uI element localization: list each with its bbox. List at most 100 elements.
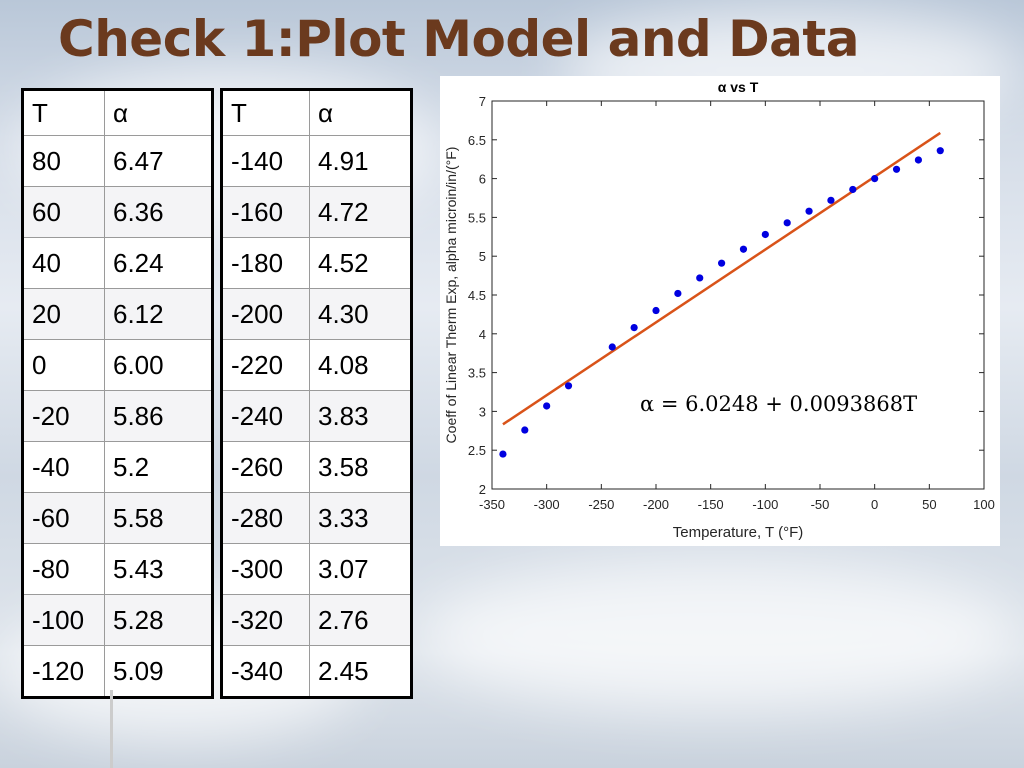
cell-temperature: -240 — [221, 390, 310, 442]
data-point — [564, 382, 573, 390]
y-tick-label: 4 — [479, 327, 486, 342]
cell-temperature: -200 — [221, 288, 310, 340]
data-point — [696, 274, 704, 282]
cell-alpha: 4.30 — [309, 288, 412, 340]
table-row: -80 5.43 — [22, 543, 213, 595]
table-header-row: T α — [22, 89, 213, 136]
data-point — [608, 343, 616, 351]
data-point — [521, 426, 529, 434]
chart-panel: -350 -300 -250 -200 -150 -100 -50 0 50 100 2 2.5 3 3.… — [440, 76, 1000, 546]
table-row: -40 5.2 — [22, 441, 213, 493]
x-tick-label: -300 — [534, 497, 560, 512]
cell-alpha: 5.2 — [104, 441, 213, 493]
table-row: -160 4.72 — [221, 186, 412, 238]
decorative-bar — [110, 690, 113, 768]
cell-temperature: 80 — [22, 135, 105, 187]
scatter-chart: -350 -300 -250 -200 -150 -100 -50 0 50 100 2 2.5 3 3.… — [443, 79, 995, 541]
y-axis-label: Coeff of Linear Therm Exp, alpha microin… — [443, 147, 459, 444]
cell-alpha: 5.58 — [104, 492, 213, 544]
table-row: -340 2.45 — [221, 645, 412, 698]
cell-alpha: 5.86 — [104, 390, 213, 442]
x-tick-label: -250 — [588, 497, 614, 512]
cell-temperature: -340 — [221, 645, 310, 698]
data-point — [499, 450, 507, 458]
table-row: 80 6.47 — [22, 135, 213, 187]
y-tick-label: 3 — [479, 404, 486, 419]
cell-alpha: 3.07 — [309, 543, 412, 595]
table-row: -20 5.86 — [22, 390, 213, 442]
cell-temperature: -220 — [221, 339, 310, 391]
table-row: 40 6.24 — [22, 237, 213, 289]
plot-frame — [491, 100, 985, 490]
y-tick-label: 7 — [479, 94, 486, 109]
cell-temperature: -20 — [22, 390, 105, 442]
data-point — [543, 402, 551, 410]
data-point — [674, 289, 682, 298]
column-header-t: T — [221, 89, 310, 136]
cell-temperature: -140 — [221, 135, 310, 187]
x-axis-label: Temperature, T (°F) — [673, 524, 803, 541]
cell-alpha: 3.33 — [309, 492, 412, 544]
table-header-row: T α — [221, 89, 412, 136]
x-tick-label: 100 — [973, 497, 995, 512]
chart-title: α vs T — [718, 79, 759, 95]
y-tick-label: 6 — [479, 172, 486, 187]
cell-temperature: -80 — [22, 543, 105, 595]
y-tick-label: 3.5 — [468, 366, 486, 381]
table-row: -280 3.33 — [221, 492, 412, 544]
background-cloud — [420, 560, 1020, 710]
cell-alpha: 4.91 — [309, 135, 412, 187]
cell-alpha: 6.36 — [104, 186, 213, 238]
x-tick-label: 50 — [922, 497, 936, 512]
cell-alpha: 3.58 — [309, 441, 412, 493]
data-point — [739, 245, 748, 253]
cell-temperature: -320 — [221, 594, 310, 646]
cell-temperature: -300 — [221, 543, 310, 595]
cell-alpha: 4.52 — [309, 237, 412, 289]
data-point — [630, 323, 638, 332]
data-table-left: T α 80 6.47 60 6.36 40 6.24 20 6.12 0 6.00 -20 5.86… — [21, 88, 214, 699]
column-header-alpha: α — [309, 89, 412, 136]
cell-temperature: 60 — [22, 186, 105, 238]
cell-temperature: -120 — [22, 645, 105, 698]
cell-alpha: 3.83 — [309, 390, 412, 442]
x-tick-label: 0 — [871, 497, 878, 512]
data-point — [652, 306, 660, 315]
cell-temperature: -180 — [221, 237, 310, 289]
data-point — [827, 196, 835, 204]
cell-alpha: 5.43 — [104, 543, 213, 595]
cell-temperature: 0 — [22, 339, 105, 391]
data-point — [936, 147, 944, 155]
cell-alpha: 5.28 — [104, 594, 213, 646]
cell-temperature: 40 — [22, 237, 105, 289]
cell-alpha: 2.45 — [309, 645, 412, 698]
data-point — [718, 259, 726, 267]
table-row: -100 5.28 — [22, 594, 213, 646]
data-point — [914, 156, 922, 164]
table-row: 20 6.12 — [22, 288, 213, 340]
table-row: -140 4.91 — [221, 135, 412, 187]
cell-alpha: 6.24 — [104, 237, 213, 289]
data-point — [849, 185, 857, 194]
y-tick-label: 4.5 — [468, 288, 486, 303]
cell-temperature: -280 — [221, 492, 310, 544]
y-tick-label: 6.5 — [468, 133, 486, 148]
table-row: -120 5.09 — [22, 645, 213, 698]
table-row: -220 4.08 — [221, 339, 412, 391]
fit-line — [502, 131, 941, 426]
table-row: -260 3.58 — [221, 441, 412, 493]
data-point — [783, 219, 791, 227]
cell-alpha: 5.09 — [104, 645, 213, 698]
regression-equation: α = 6.0248 + 0.0093868T — [640, 392, 918, 416]
y-tick-label: 5.5 — [468, 210, 486, 225]
cell-alpha: 4.08 — [309, 339, 412, 391]
data-point — [805, 207, 813, 215]
table-row: -60 5.58 — [22, 492, 213, 544]
table-row: -200 4.30 — [221, 288, 412, 340]
x-tick-label: -200 — [643, 497, 669, 512]
table-row: 0 6.00 — [22, 339, 213, 391]
y-tick-label: 2.5 — [468, 443, 486, 458]
cell-alpha: 6.00 — [104, 339, 213, 391]
x-tick-label: -100 — [752, 497, 778, 512]
table-row: -320 2.76 — [221, 594, 412, 646]
